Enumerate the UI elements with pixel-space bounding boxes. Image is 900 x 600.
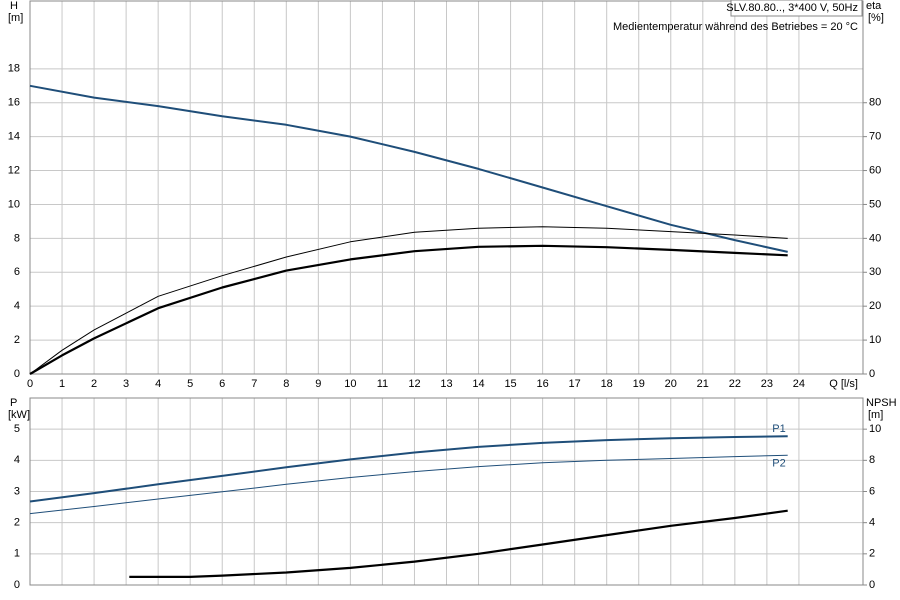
data-line	[29, 454, 788, 515]
y2-tick-label: 2	[869, 548, 875, 560]
data-line	[29, 244, 788, 375]
x-axis-label: Q [l/s]	[829, 378, 858, 390]
y-axis-unit: [kW]	[8, 409, 30, 421]
x-tick-label: 1	[59, 378, 65, 390]
y-tick-label: 14	[8, 131, 20, 143]
y-tick-label: 3	[14, 485, 20, 497]
y2-tick-label: 10	[869, 334, 881, 346]
title-box	[730, 0, 863, 17]
x-tick-label: 23	[761, 378, 773, 390]
y-tick-label: 2	[14, 334, 20, 346]
plot-frame	[29, 0, 864, 375]
x-tick-label: 10	[344, 378, 356, 390]
y2-tick-label: 10	[869, 423, 881, 435]
y-tick-label: 6	[14, 266, 20, 278]
y2-tick-label: 20	[869, 300, 881, 312]
series-label: P1	[772, 423, 785, 435]
x-tick-label: 24	[793, 378, 805, 390]
x-tick-label: 9	[315, 378, 321, 390]
y2-axis-unit: [%]	[868, 12, 884, 24]
y2-tick-label: 0	[869, 579, 875, 591]
y-tick-label: 12	[8, 164, 20, 176]
x-tick-label: 8	[283, 378, 289, 390]
x-tick-label: 4	[155, 378, 161, 390]
x-tick-label: 14	[472, 378, 484, 390]
y2-tick-label: 60	[869, 164, 881, 176]
y2-tick-label: 70	[869, 131, 881, 143]
y-tick-label: 5	[14, 423, 20, 435]
y2-tick-label: 0	[869, 368, 875, 380]
y2-axis-label: NPSH	[866, 397, 897, 409]
y-tick-label: 0	[14, 368, 20, 380]
data-line	[29, 226, 788, 375]
x-tick-label: 11	[377, 378, 388, 390]
y-axis-label: H	[10, 0, 18, 12]
y-tick-label: 2	[14, 517, 20, 529]
y2-tick-label: 6	[869, 485, 875, 497]
y-tick-label: 16	[8, 97, 20, 109]
y2-tick-label: 8	[869, 454, 875, 466]
data-line	[29, 84, 788, 253]
y-tick-label: 4	[14, 300, 20, 312]
x-tick-label: 0	[27, 378, 33, 390]
data-line	[29, 435, 788, 503]
x-tick-label: 13	[440, 378, 452, 390]
y2-axis-label: eta	[866, 0, 882, 12]
chart-title: SLV.80.80.., 3*400 V, 50Hz	[726, 2, 858, 14]
y-tick-label: 8	[14, 232, 20, 244]
y-tick-label: 1	[14, 548, 20, 560]
x-tick-label: 5	[187, 378, 193, 390]
y2-tick-label: 80	[869, 97, 881, 109]
x-tick-label: 15	[504, 378, 516, 390]
x-tick-label: 16	[536, 378, 548, 390]
y-tick-label: 18	[8, 63, 20, 75]
y2-tick-label: 4	[869, 517, 875, 529]
y-axis-label: P	[10, 397, 17, 409]
series-label: P2	[772, 457, 785, 469]
chart-subtitle: Medientemperatur während des Betriebes =…	[613, 21, 858, 33]
x-tick-label: 18	[601, 378, 613, 390]
y2-axis-unit: [m]	[868, 409, 883, 421]
y-tick-label: 0	[14, 579, 20, 591]
data-line	[129, 509, 788, 578]
x-tick-label: 7	[251, 378, 257, 390]
x-tick-label: 20	[665, 378, 677, 390]
y2-tick-label: 50	[869, 198, 881, 210]
x-tick-label: 17	[569, 378, 581, 390]
x-tick-label: 22	[729, 378, 741, 390]
x-tick-label: 6	[219, 378, 225, 390]
y2-tick-label: 30	[869, 266, 881, 278]
x-tick-label: 21	[697, 378, 709, 390]
y-tick-label: 4	[14, 454, 20, 466]
x-tick-label: 19	[633, 378, 645, 390]
x-tick-label: 3	[123, 378, 129, 390]
y-tick-label: 10	[8, 198, 20, 210]
y2-tick-label: 40	[869, 232, 881, 244]
x-tick-label: 2	[91, 378, 97, 390]
y-axis-unit: [m]	[8, 12, 23, 24]
x-tick-label: 12	[408, 378, 420, 390]
